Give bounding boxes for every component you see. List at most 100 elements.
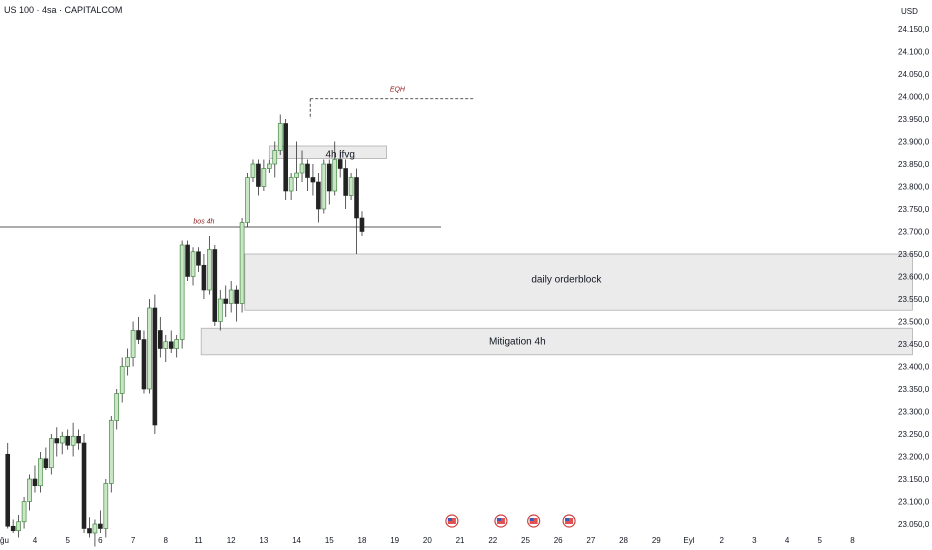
candle-up — [114, 393, 120, 421]
y-tick-label: 23.150,0 — [898, 475, 930, 484]
us-flag-canton-icon — [529, 518, 534, 521]
candle-down — [81, 442, 87, 529]
candle-up — [125, 357, 130, 367]
y-tick-label: 23.750,0 — [898, 205, 930, 214]
candle-up — [59, 435, 65, 444]
candle-up — [332, 159, 338, 192]
us-flag-canton-icon — [496, 518, 501, 521]
y-tick-label: 24.100,0 — [898, 48, 930, 57]
symbol-title[interactable]: US 100 · 4sa · CAPITALCOM — [4, 5, 123, 15]
y-tick-label: 24.150,0 — [898, 25, 930, 34]
candle-up — [179, 244, 185, 340]
y-tick-label: 23.100,0 — [898, 498, 930, 507]
candle-down — [310, 177, 316, 183]
candle-down — [326, 163, 332, 192]
y-tick-label: 23.450,0 — [898, 340, 930, 349]
candle-up — [174, 339, 179, 349]
y-tick-label: 23.900,0 — [898, 138, 930, 147]
candle-up — [38, 458, 43, 487]
x-tick-label: 28 — [619, 536, 628, 545]
x-tick-label: 22 — [488, 536, 497, 545]
y-tick-label: 23.250,0 — [898, 430, 930, 439]
x-tick-label: Eyl — [683, 536, 694, 545]
candle-down — [43, 458, 49, 469]
candle-down — [54, 438, 60, 444]
y-tick-label: 23.550,0 — [898, 295, 930, 304]
x-tick-label: 19 — [390, 536, 399, 545]
x-tick-label: 7 — [131, 536, 136, 545]
candle-up — [267, 163, 272, 169]
candle-down — [234, 289, 239, 304]
candle-up — [299, 163, 305, 174]
y-tick-label: 23.650,0 — [898, 250, 930, 259]
candle-down — [359, 217, 365, 232]
candle-up — [163, 341, 169, 349]
candle-up — [261, 168, 267, 187]
y-tick-label: 23.300,0 — [898, 408, 930, 417]
x-tick-label: 14 — [292, 536, 301, 545]
candle-down — [337, 159, 343, 169]
candle-down — [196, 251, 201, 266]
y-tick-label: 23.050,0 — [898, 520, 930, 529]
candle-down — [316, 181, 321, 210]
candle-down — [10, 525, 16, 532]
candle-down — [212, 249, 218, 322]
candle-up — [147, 307, 152, 390]
candle-up — [21, 501, 27, 523]
candle-up — [348, 177, 354, 196]
x-tick-label: 2 — [719, 536, 724, 545]
bos-label: bos 4h — [193, 218, 214, 225]
candle-down — [76, 435, 81, 444]
x-tick-label: 4 — [785, 536, 790, 545]
candle-up — [228, 289, 234, 304]
y-tick-label: 23.950,0 — [898, 115, 930, 124]
eqh-label: EQH — [390, 87, 406, 94]
daily-orderblock-zone — [244, 253, 913, 311]
ifvg-label: 4h ifvg — [325, 150, 354, 161]
x-tick-label: 15 — [325, 536, 334, 545]
x-tick-label: 26 — [554, 536, 563, 545]
candle-up — [207, 249, 212, 291]
x-tick-label: 13 — [259, 536, 268, 545]
orderblock-label: daily orderblock — [531, 275, 602, 286]
candle-up — [70, 435, 76, 446]
mitigation-label: Mitigation 4h — [489, 336, 546, 347]
y-tick-label: 24.050,0 — [898, 70, 930, 79]
x-tick-label: 18 — [358, 536, 367, 545]
candle-up — [103, 483, 109, 529]
x-tick-label: 12 — [227, 536, 236, 545]
y-tick-label: 23.800,0 — [898, 183, 930, 192]
candle-up — [321, 163, 327, 210]
candle-down — [32, 478, 38, 487]
x-tick-label: 25 — [521, 536, 530, 545]
y-tick-label: 23.500,0 — [898, 318, 930, 327]
us-flag-canton-icon — [565, 518, 570, 521]
candle-down — [256, 163, 261, 187]
candle-up — [130, 330, 136, 358]
candle-up — [16, 521, 21, 532]
x-tick-label: 5 — [65, 536, 70, 545]
candle-down — [201, 264, 207, 291]
x-tick-label: 4 — [33, 536, 38, 545]
candle-down — [87, 528, 92, 534]
x-tick-label: 8 — [164, 536, 169, 545]
ifvg-zone — [268, 145, 387, 159]
candle-up — [245, 177, 250, 223]
candle-down — [65, 435, 70, 446]
candle-down — [168, 341, 174, 349]
candle-down — [141, 339, 147, 390]
y-tick-label: 23.400,0 — [898, 363, 930, 372]
y-tick-label: 23.600,0 — [898, 273, 930, 282]
y-tick-label: 23.350,0 — [898, 385, 930, 394]
x-tick-label: 3 — [752, 536, 757, 545]
mitigation-zone — [200, 327, 913, 356]
candle-up — [239, 222, 245, 304]
candle-up — [92, 523, 98, 534]
candle-down — [354, 177, 359, 219]
candle-up — [288, 177, 294, 192]
candle-up — [108, 420, 114, 484]
us-flag-canton-icon — [447, 518, 452, 521]
x-tick-label: 8 — [850, 536, 855, 545]
